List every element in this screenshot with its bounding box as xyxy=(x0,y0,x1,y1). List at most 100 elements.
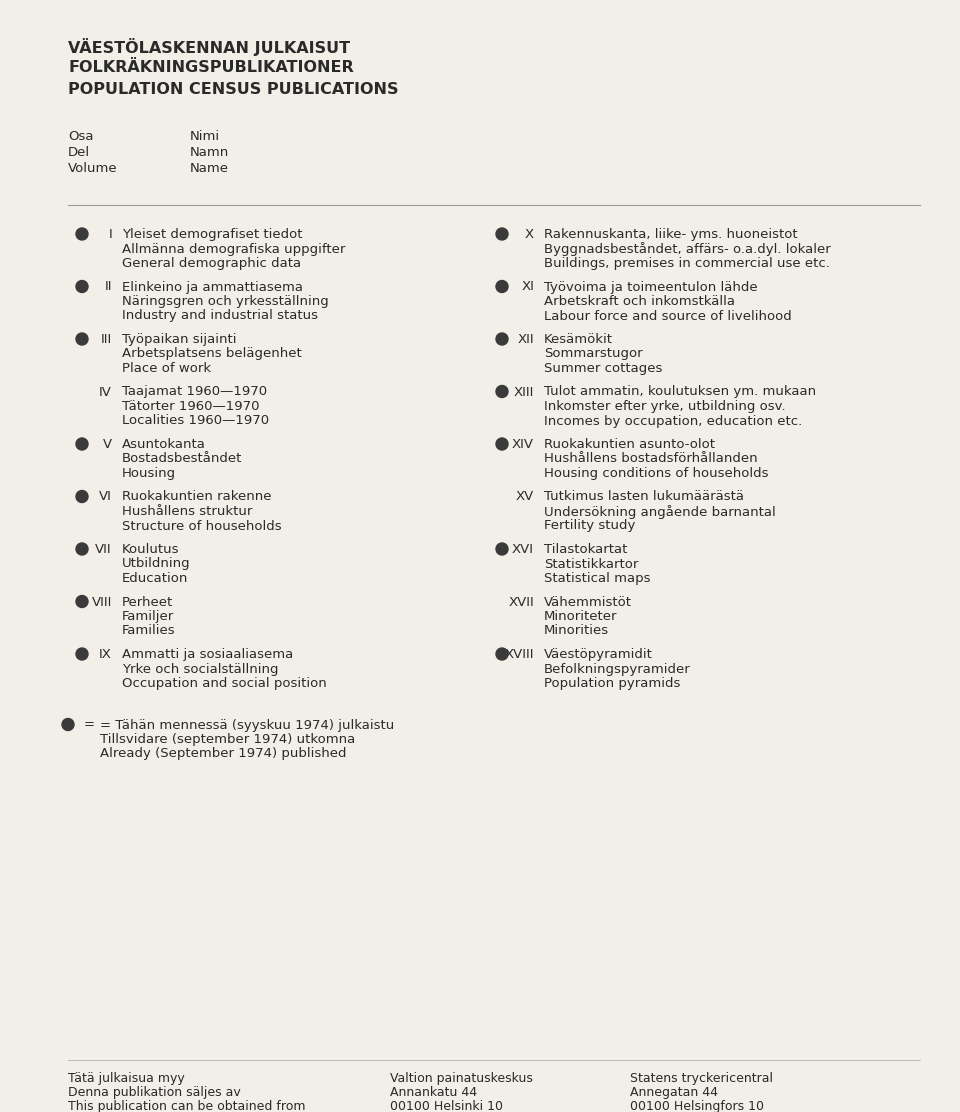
Text: Place of work: Place of work xyxy=(122,363,211,375)
Text: POPULATION CENSUS PUBLICATIONS: POPULATION CENSUS PUBLICATIONS xyxy=(68,82,398,97)
Text: Incomes by occupation, education etc.: Incomes by occupation, education etc. xyxy=(544,415,803,427)
Text: Kesämökit: Kesämökit xyxy=(544,332,613,346)
Text: =: = xyxy=(84,718,95,732)
Circle shape xyxy=(496,543,508,555)
Text: VÄESTÖLASKENNAN JULKAISUT: VÄESTÖLASKENNAN JULKAISUT xyxy=(68,38,350,56)
Text: Localities 1960—1970: Localities 1960—1970 xyxy=(122,415,269,427)
Text: Koulutus: Koulutus xyxy=(122,543,180,556)
Text: 00100 Helsinki 10: 00100 Helsinki 10 xyxy=(390,1100,503,1112)
Text: XIII: XIII xyxy=(514,386,534,398)
Text: Tilastokartat: Tilastokartat xyxy=(544,543,628,556)
Text: Name: Name xyxy=(190,162,229,175)
Text: Nimi: Nimi xyxy=(190,130,220,143)
Text: Tätorter 1960—1970: Tätorter 1960—1970 xyxy=(122,400,259,413)
Text: Tulot ammatin, koulutuksen ym. mukaan: Tulot ammatin, koulutuksen ym. mukaan xyxy=(544,386,816,398)
Text: I: I xyxy=(108,228,112,241)
Text: VII: VII xyxy=(95,543,112,556)
Text: Housing: Housing xyxy=(122,467,176,480)
Text: General demographic data: General demographic data xyxy=(122,257,301,270)
Text: Rakennuskanta, liike- yms. huoneistot: Rakennuskanta, liike- yms. huoneistot xyxy=(544,228,798,241)
Circle shape xyxy=(76,490,88,503)
Text: Housing conditions of households: Housing conditions of households xyxy=(544,467,769,480)
Text: Volume: Volume xyxy=(68,162,118,175)
Text: Annegatan 44: Annegatan 44 xyxy=(630,1086,718,1099)
Text: Utbildning: Utbildning xyxy=(122,557,191,570)
Text: Asuntokanta: Asuntokanta xyxy=(122,438,205,451)
Text: II: II xyxy=(105,280,112,294)
Text: Befolkningspyramider: Befolkningspyramider xyxy=(544,663,691,675)
Text: Minoriteter: Minoriteter xyxy=(544,610,617,623)
Text: IV: IV xyxy=(99,386,112,398)
Text: Structure of households: Structure of households xyxy=(122,519,281,533)
Text: Allmänna demografiska uppgifter: Allmänna demografiska uppgifter xyxy=(122,242,346,256)
Text: Annankatu 44: Annankatu 44 xyxy=(390,1086,477,1099)
Text: Summer cottages: Summer cottages xyxy=(544,363,662,375)
Text: 00100 Helsingfors 10: 00100 Helsingfors 10 xyxy=(630,1100,764,1112)
Text: Statistical maps: Statistical maps xyxy=(544,572,651,585)
Text: Yrke och socialställning: Yrke och socialställning xyxy=(122,663,278,675)
Text: Statens tryckericentral: Statens tryckericentral xyxy=(630,1072,773,1085)
Circle shape xyxy=(496,332,508,345)
Text: Minorities: Minorities xyxy=(544,625,610,637)
Circle shape xyxy=(496,228,508,240)
Circle shape xyxy=(76,596,88,607)
Text: Perheet: Perheet xyxy=(122,596,173,608)
Text: Taajamat 1960—1970: Taajamat 1960—1970 xyxy=(122,386,267,398)
Text: Bostadsbeståndet: Bostadsbeståndet xyxy=(122,453,242,466)
Text: Denna publikation säljes av: Denna publikation säljes av xyxy=(68,1086,241,1099)
Text: V: V xyxy=(103,438,112,451)
Text: X: X xyxy=(525,228,534,241)
Text: III: III xyxy=(101,332,112,346)
Text: Ammatti ja sosiaaliasema: Ammatti ja sosiaaliasema xyxy=(122,648,293,661)
Text: Yleiset demografiset tiedot: Yleiset demografiset tiedot xyxy=(122,228,302,241)
Text: Hushållens struktur: Hushållens struktur xyxy=(122,505,252,518)
Text: Tutkimus lasten lukumäärästä: Tutkimus lasten lukumäärästä xyxy=(544,490,744,504)
Text: XVI: XVI xyxy=(512,543,534,556)
Text: Ruokakuntien asunto-olot: Ruokakuntien asunto-olot xyxy=(544,438,715,451)
Circle shape xyxy=(76,543,88,555)
Text: XVIII: XVIII xyxy=(505,648,534,661)
Text: VI: VI xyxy=(99,490,112,504)
Circle shape xyxy=(496,386,508,397)
Text: Tätä julkaisua myy: Tätä julkaisua myy xyxy=(68,1072,184,1085)
Circle shape xyxy=(496,438,508,450)
Text: Del: Del xyxy=(68,146,90,159)
Text: Tillsvidare (september 1974) utkomna: Tillsvidare (september 1974) utkomna xyxy=(100,733,355,746)
Text: FOLKRÄKNINGSPUBLIKATIONER: FOLKRÄKNINGSPUBLIKATIONER xyxy=(68,60,353,75)
Text: Inkomster efter yrke, utbildning osv.: Inkomster efter yrke, utbildning osv. xyxy=(544,400,785,413)
Text: Hushållens bostadsförhållanden: Hushållens bostadsförhållanden xyxy=(544,453,757,466)
Text: Valtion painatuskeskus: Valtion painatuskeskus xyxy=(390,1072,533,1085)
Text: Fertility study: Fertility study xyxy=(544,519,636,533)
Text: Sommarstugor: Sommarstugor xyxy=(544,347,642,360)
Text: Arbetsplatsens belägenhet: Arbetsplatsens belägenhet xyxy=(122,347,301,360)
Text: Education: Education xyxy=(122,572,188,585)
Text: This publication can be obtained from: This publication can be obtained from xyxy=(68,1100,305,1112)
Text: Undersökning angående barnantal: Undersökning angående barnantal xyxy=(544,505,776,519)
Text: Namn: Namn xyxy=(190,146,229,159)
Text: Työpaikan sijainti: Työpaikan sijainti xyxy=(122,332,236,346)
Circle shape xyxy=(76,280,88,292)
Text: XII: XII xyxy=(517,332,534,346)
Text: Statistikkartor: Statistikkartor xyxy=(544,557,638,570)
Text: IX: IX xyxy=(99,648,112,661)
Text: Ruokakuntien rakenne: Ruokakuntien rakenne xyxy=(122,490,272,504)
Circle shape xyxy=(62,718,74,731)
Text: Already (September 1974) published: Already (September 1974) published xyxy=(100,747,347,761)
Text: Byggnadsbeståndet, affärs- o.a.dyl. lokaler: Byggnadsbeståndet, affärs- o.a.dyl. loka… xyxy=(544,242,830,257)
Text: Occupation and social position: Occupation and social position xyxy=(122,677,326,691)
Text: Työvoima ja toimeentulon lähde: Työvoima ja toimeentulon lähde xyxy=(544,280,757,294)
Text: Buildings, premises in commercial use etc.: Buildings, premises in commercial use et… xyxy=(544,257,829,270)
Text: Population pyramids: Population pyramids xyxy=(544,677,681,691)
Text: Elinkeino ja ammattiasema: Elinkeino ja ammattiasema xyxy=(122,280,303,294)
Text: XVII: XVII xyxy=(508,596,534,608)
Text: XI: XI xyxy=(521,280,534,294)
Circle shape xyxy=(496,648,508,661)
Text: VIII: VIII xyxy=(91,596,112,608)
Circle shape xyxy=(76,648,88,661)
Text: Families: Families xyxy=(122,625,176,637)
Text: Labour force and source of livelihood: Labour force and source of livelihood xyxy=(544,309,792,322)
Text: = Tähän mennessä (syyskuu 1974) julkaistu: = Tähän mennessä (syyskuu 1974) julkaist… xyxy=(100,718,395,732)
Text: XIV: XIV xyxy=(512,438,534,451)
Circle shape xyxy=(496,280,508,292)
Text: Väestöpyramidit: Väestöpyramidit xyxy=(544,648,653,661)
